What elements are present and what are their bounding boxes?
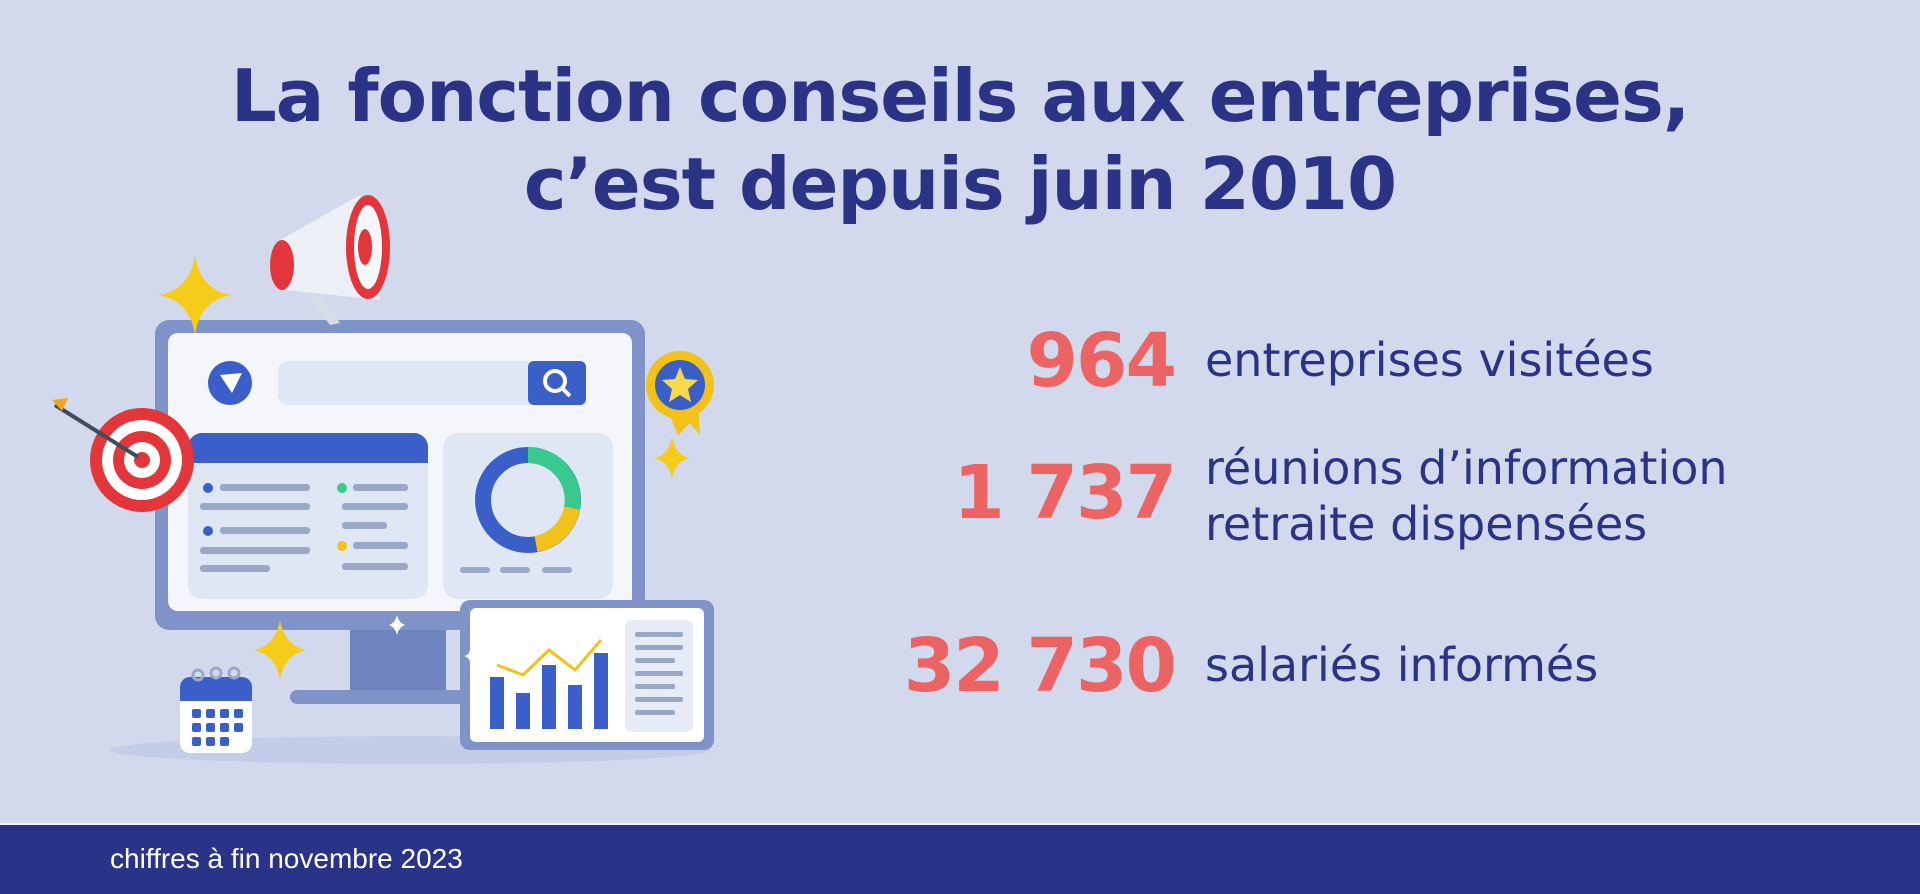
title-line-1: La fonction conseils aux entreprises, [230, 54, 1690, 138]
title-line-2: c’est depuis juin 2010 [523, 142, 1397, 226]
stat-label: salariés informés [1205, 637, 1598, 693]
footer-bar: chiffres à fin novembre 2023 [0, 823, 1920, 894]
stat-value: 1 737 [953, 450, 1177, 536]
sparkle-icon [158, 255, 690, 680]
calendar-icon [180, 666, 252, 753]
megaphone-icon [270, 195, 390, 325]
stat-value: 32 730 [903, 623, 1177, 709]
tablet-chart-icon [460, 600, 714, 750]
stat-label-line-1: réunions d’information [1205, 441, 1728, 495]
stat-value: 964 [1026, 318, 1177, 404]
stat-label-line-1: salariés informés [1205, 638, 1599, 692]
illustration [52, 195, 714, 764]
target-icon [52, 398, 194, 512]
stat-label-line-2: retraite dispensées [1205, 497, 1648, 551]
footer-note: chiffres à fin novembre 2023 [110, 843, 463, 874]
page-title: La fonction conseils aux entreprises, c’… [0, 52, 1920, 228]
stat-label: entreprises visitées [1205, 332, 1654, 388]
monitor-icon [155, 320, 645, 704]
stat-label-line-1: entreprises visitées [1205, 333, 1654, 387]
badge-icon [646, 351, 714, 435]
stat-label: réunions d’information retraite dispensé… [1205, 440, 1728, 552]
